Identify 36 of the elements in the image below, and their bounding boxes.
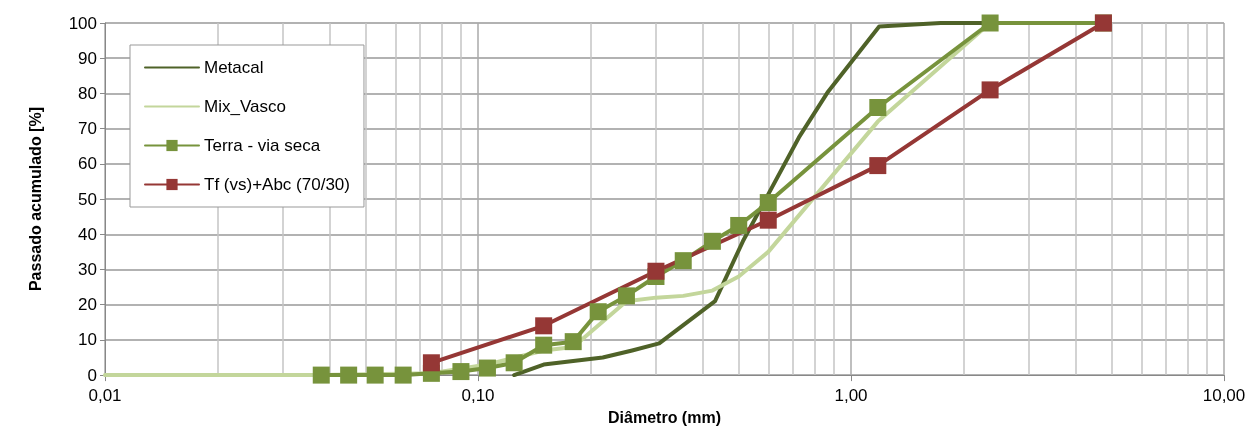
x-tick-label: 0,01 (88, 386, 122, 406)
x-tick-label: 10,00 (1202, 386, 1246, 406)
y-tick-label: 100 (68, 13, 97, 33)
point (759, 194, 777, 212)
y-tick-label: 90 (78, 48, 97, 68)
legend-label: Mix_Vasco (204, 97, 286, 116)
y-tick-label: 60 (78, 154, 97, 174)
point (617, 287, 635, 305)
point (730, 216, 748, 234)
legend-label: Tf (vs)+Abc (70/30) (204, 175, 350, 194)
y-axis-title: Passado acumulado [%] (26, 107, 44, 292)
y-tick-label: 0 (87, 365, 97, 385)
y-tick-label: 40 (78, 224, 97, 244)
point (452, 363, 470, 381)
legend-label: Terra - via seca (204, 136, 321, 155)
point (564, 333, 582, 351)
point (394, 366, 412, 384)
point (535, 336, 553, 354)
point (589, 303, 607, 321)
point (505, 354, 523, 372)
x-tick-label: 0,10 (461, 386, 495, 406)
y-tick-label: 80 (78, 83, 97, 103)
legend-label: Metacal (204, 58, 264, 77)
y-tick-label: 70 (78, 119, 97, 139)
x-axis-title: Diâmetro (mm) (608, 408, 721, 426)
point (340, 366, 358, 384)
y-tick-label: 20 (78, 295, 97, 315)
point (674, 252, 692, 270)
point (478, 359, 496, 377)
y-tick-label: 30 (78, 259, 97, 279)
x-tick-label: 1,00 (834, 386, 868, 406)
point (366, 366, 384, 384)
point (703, 232, 721, 250)
y-tick-label: 50 (78, 189, 97, 209)
y-tick-label: 10 (78, 330, 97, 350)
point (312, 366, 330, 384)
